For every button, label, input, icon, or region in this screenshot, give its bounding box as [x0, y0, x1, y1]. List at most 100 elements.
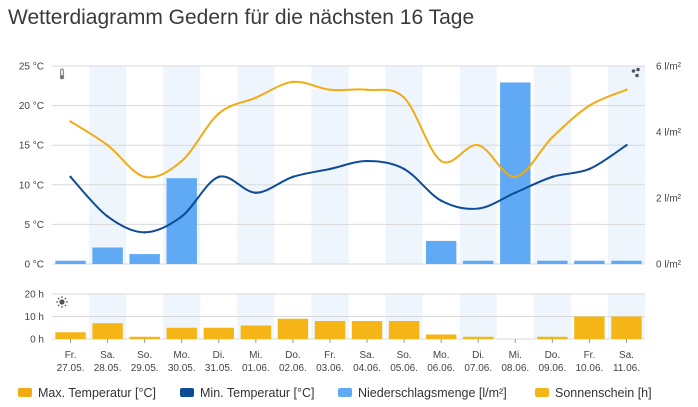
max-temperature-point [439, 159, 443, 163]
y-tick-label-sun: 0 h [30, 335, 44, 346]
min-temperature-line [69, 144, 628, 234]
x-tick-label-weekday: Mo. [433, 350, 450, 361]
min-temperature-point [439, 199, 443, 202]
x-tick-label-date: 07.06. [464, 363, 492, 374]
min-temperature-point [402, 167, 406, 171]
max-temperature-point [143, 175, 146, 179]
sunshine-bar [277, 318, 309, 339]
min-temperature-point [551, 175, 554, 179]
day-stripe [459, 66, 497, 264]
legend-swatch [535, 388, 549, 397]
precipitation-bar [463, 260, 494, 264]
min-temperature-point [514, 191, 517, 194]
sun-icon-ray [64, 297, 67, 300]
precipitation-bar [500, 82, 531, 264]
legend-label: Min. Temperatur [°C] [200, 386, 315, 400]
x-tick-label-date: 01.06. [242, 363, 270, 374]
sun-icon-ray [57, 304, 60, 307]
thermometer-icon-body [60, 68, 64, 77]
sun-icon-ray [57, 297, 60, 300]
min-temperature-point [328, 167, 332, 171]
max-temperature-point [180, 159, 183, 163]
x-tick-label-date: 05.06. [390, 363, 418, 374]
legend-swatch [18, 388, 32, 397]
sunshine-bar [92, 323, 123, 339]
x-tick-label-date: 11.06. [613, 363, 640, 374]
precipitation-bar [611, 260, 642, 264]
x-tick-label-weekday: Mi. [509, 350, 522, 361]
max-temperature-point [588, 104, 591, 107]
x-tick-label-weekday: So. [137, 350, 152, 361]
max-temperature-point [291, 80, 295, 84]
sunshine-bar [55, 332, 86, 339]
y-tick-label-right: 4 l/m² [656, 128, 682, 139]
x-tick-label-date: 10.06. [576, 363, 604, 374]
sun-icon [56, 296, 68, 308]
x-tick-label-weekday: So. [397, 350, 412, 361]
x-tick-label-weekday: Fr. [584, 350, 596, 361]
raindrop [631, 69, 636, 73]
min-temperature-point [365, 159, 369, 163]
y-tick-label-left: 5 °C [24, 220, 44, 231]
sunshine-bar [388, 321, 420, 339]
max-temperature-point [365, 88, 369, 91]
precipitation-bar [166, 178, 197, 264]
y-tick-label-left: 0 °C [24, 260, 44, 271]
chart-title: Wetterdiagramm Gedern für die nächsten 1… [8, 6, 475, 29]
sun-icon-ray [64, 304, 67, 307]
legend-swatch [180, 388, 194, 397]
max-temperature-point [217, 112, 220, 115]
y-tick-label-left: 25 °C [19, 62, 44, 73]
raindrop [635, 73, 639, 78]
y-tick-label-right: 2 l/m² [656, 194, 682, 205]
x-tick-label-date: 02.06. [279, 363, 307, 374]
sun-icon-core [59, 299, 65, 305]
sunshine-bar [240, 325, 272, 339]
y-tick-label-right: 6 l/m² [656, 62, 682, 73]
min-temperature-point [217, 175, 220, 179]
legend-label: Niederschlagsmenge [l/m²] [358, 386, 507, 400]
x-tick-label-weekday: Fr. [65, 350, 77, 361]
thermometer-icon [59, 68, 65, 80]
x-tick-label-date: 09.06. [538, 363, 566, 374]
sunshine-bar [351, 321, 383, 339]
legend-label: Sonnenschein [h] [555, 386, 652, 400]
max-temperature-line [69, 80, 627, 179]
y-tick-label-right: 0 l/m² [656, 260, 682, 271]
max-temperature-point [625, 88, 628, 91]
x-tick-label-date: 08.06. [501, 363, 529, 374]
y-tick-label-left: 15 °C [19, 141, 44, 152]
day-stripe [89, 66, 127, 264]
y-tick-label-left: 20 °C [19, 101, 44, 112]
x-tick-label-date: 03.06. [316, 363, 344, 374]
legend-swatch [338, 388, 352, 397]
x-tick-label-date: 31.05. [205, 363, 233, 374]
max-temperature-point [551, 136, 554, 139]
min-temperature-point [625, 144, 628, 147]
precipitation-bar [425, 240, 457, 264]
x-tick-label-weekday: Di. [213, 350, 225, 361]
day-stripe [533, 66, 571, 264]
x-tick-label-weekday: Mo. [173, 350, 190, 361]
max-temperature-point [477, 144, 480, 147]
sunshine-bar [537, 336, 568, 339]
x-tick-label-date: 04.06. [353, 363, 381, 374]
x-tick-label-date: 29.05. [131, 363, 159, 374]
min-temperature-point [69, 175, 72, 179]
max-temperature-point [402, 96, 406, 99]
x-tick-label-date: 30.05. [168, 363, 196, 374]
max-temperature-point [328, 88, 332, 91]
x-tick-label-weekday: Fr. [324, 350, 336, 361]
raindrop [636, 67, 640, 72]
min-temperature-point [588, 167, 591, 171]
thermometer-icon-bulb [59, 75, 65, 80]
x-tick-label-date: 28.05. [94, 363, 122, 374]
day-stripe [237, 66, 275, 264]
sunshine-bar [166, 327, 197, 339]
sunshine-bar [203, 327, 234, 339]
y-tick-label-sun: 10 h [25, 312, 44, 323]
precipitation-bar [537, 260, 568, 264]
min-temperature-point [254, 191, 258, 194]
